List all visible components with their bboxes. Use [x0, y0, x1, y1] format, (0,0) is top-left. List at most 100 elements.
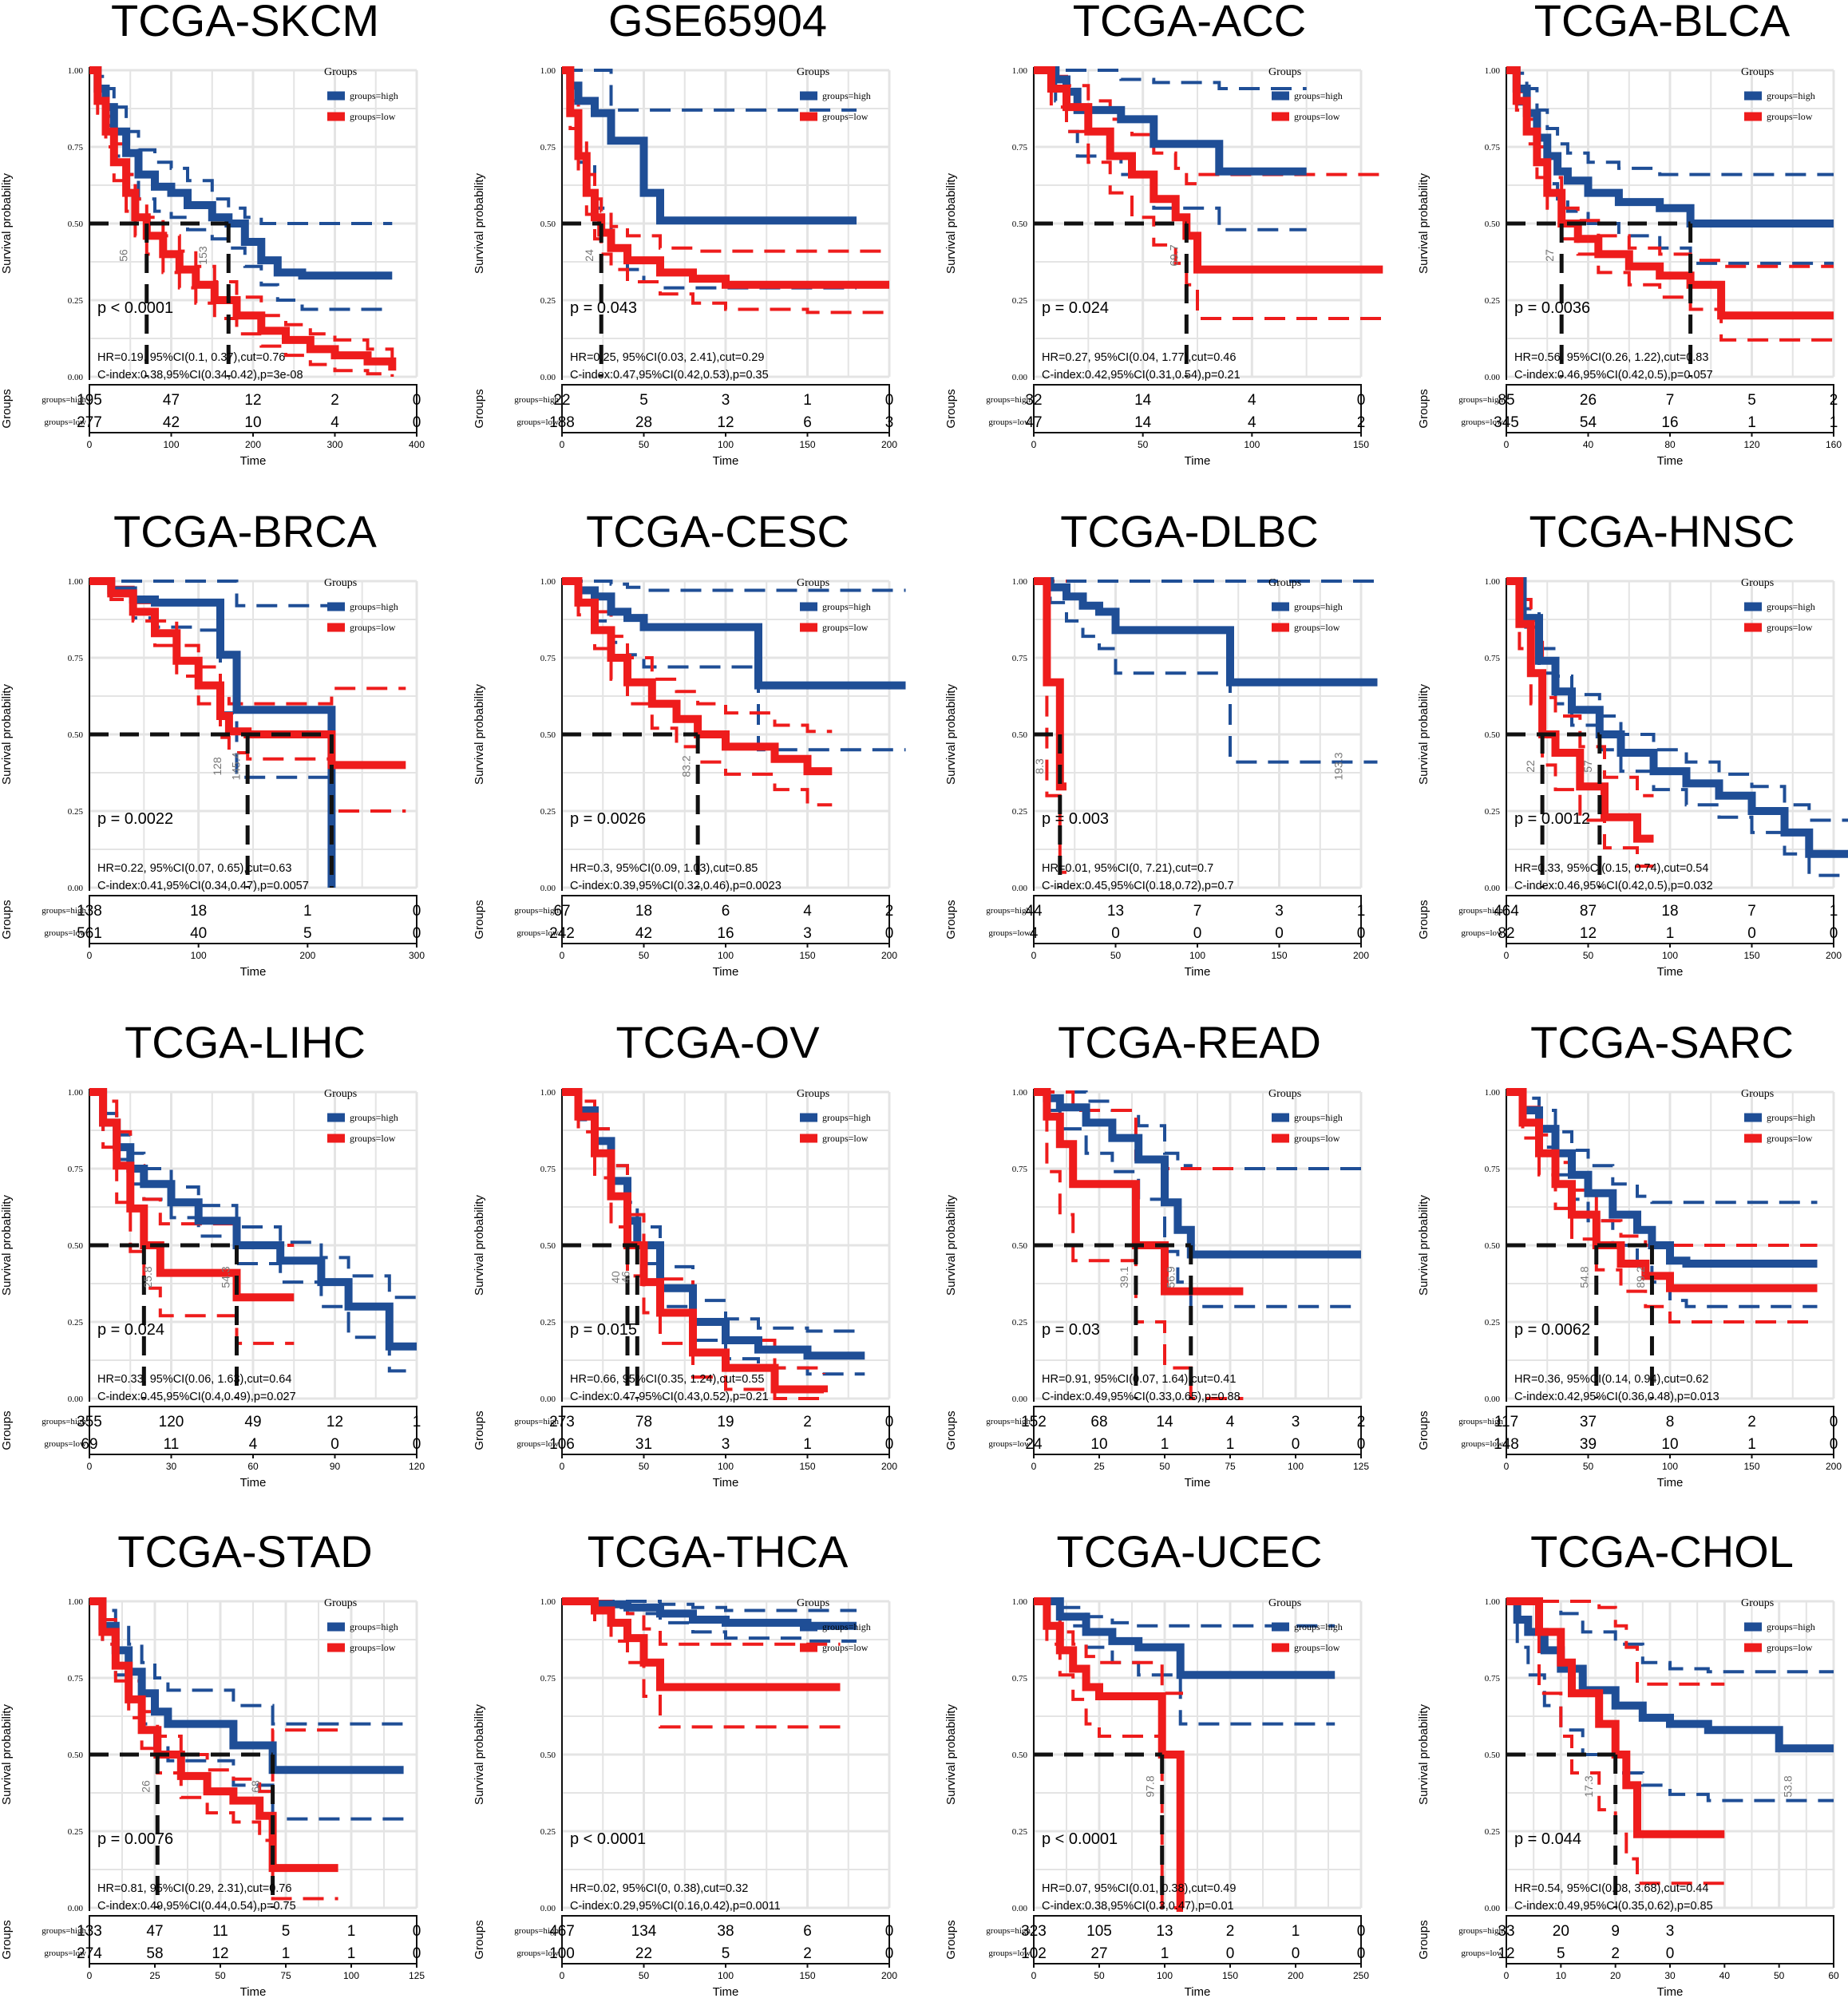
risk-count-low: 1: [1830, 414, 1838, 431]
y-tick-label: 0.25: [540, 1318, 556, 1327]
risk-count-low: 0: [885, 1945, 894, 1962]
risk-count-low: 12: [1580, 925, 1597, 942]
median-label: 46: [619, 1271, 631, 1284]
risk-count-high: 4: [1248, 392, 1256, 409]
x-tick-label: 100: [191, 950, 207, 961]
legend-label-high: groups=high: [1294, 90, 1343, 101]
y-tick-label: 0.00: [68, 373, 84, 382]
ci-lower-low: [562, 1600, 841, 1729]
risk-count-low: 22: [635, 1945, 652, 1962]
risk-count-low: 0: [413, 925, 421, 942]
risk-table-box: [1506, 1915, 1834, 1964]
risk-row-label-high: groups=high: [514, 395, 559, 405]
p-value: p < 0.0001: [97, 299, 173, 317]
x-axis-label: Time: [713, 965, 739, 979]
x-tick-label: 80: [1664, 439, 1676, 450]
y-tick-label: 0.00: [1012, 1904, 1028, 1913]
risk-row-label-high: groups=high: [986, 1926, 1031, 1936]
p-value: p = 0.0012: [1514, 810, 1590, 828]
median-label: 83.2: [680, 755, 693, 777]
y-axis-label: Survival probability: [944, 1704, 958, 1805]
risk-count-low: 12: [1498, 1945, 1514, 1962]
legend-title: Groups: [797, 66, 829, 78]
risk-table-y-label: Groups: [1417, 900, 1431, 939]
hr-annotation: HR=0.02, 95%CI(0, 0.38),cut=0.32: [570, 1882, 748, 1895]
x-tick-label: 50: [1138, 439, 1149, 450]
panel-title: TCGA-BLCA: [1534, 0, 1791, 46]
median-label: 39.1: [1118, 1266, 1130, 1288]
legend-title: Groups: [1741, 1597, 1774, 1609]
risk-count-low: 1: [1226, 1436, 1235, 1453]
survival-curve-low: [562, 577, 833, 776]
risk-count-low: 1: [803, 1436, 812, 1453]
y-tick-label: 1.00: [1485, 1597, 1501, 1607]
x-tick-label: 25: [1094, 1461, 1105, 1472]
y-tick-label: 0.25: [1012, 1318, 1028, 1327]
risk-count-low: 0: [1830, 1436, 1838, 1453]
risk-count-low: 2: [1357, 414, 1366, 431]
x-tick-label: 0: [1504, 1970, 1510, 1981]
legend-label-high: groups=high: [822, 601, 871, 612]
x-tick-label: 0: [1031, 439, 1037, 450]
risk-count-high: 68: [1090, 1414, 1107, 1430]
ci-lower-low: [1034, 69, 1383, 320]
survival-curve-high: [89, 1597, 404, 1775]
median-label: 68: [249, 1780, 262, 1793]
ci-upper-low: [89, 1600, 338, 1794]
risk-count-high: 13: [1107, 903, 1124, 920]
y-tick-label: 0.75: [1485, 1165, 1501, 1174]
hr-annotation: HR=0.01, 95%CI(0, 7.21),cut=0.7: [1042, 862, 1213, 875]
cindex-annotation: C-index:0.42,95%CI(0.31,0.54),p=0.21: [1042, 369, 1241, 382]
y-tick-label: 0.00: [1012, 373, 1028, 382]
x-tick-label: 100: [1662, 1461, 1678, 1472]
x-tick-label: 0: [87, 950, 93, 961]
risk-count-high: 0: [1357, 392, 1366, 409]
x-tick-label: 90: [330, 1461, 341, 1472]
risk-row-label-low: groups=low: [516, 1949, 559, 1958]
legend-label-high: groups=high: [1767, 601, 1815, 612]
legend-label-low: groups=low: [1767, 622, 1813, 633]
risk-count-low: 188: [549, 414, 575, 431]
y-tick-label: 0.50: [540, 730, 556, 740]
x-axis-label: Time: [240, 454, 267, 468]
cindex-annotation: C-index:0.45,95%CI(0.18,0.72),p=0.7: [1042, 880, 1234, 892]
risk-table-box: [1033, 1915, 1362, 1964]
x-tick-label: 50: [639, 1461, 650, 1472]
x-tick-label: 200: [1826, 1461, 1842, 1472]
risk-table-y-label: Groups: [473, 900, 486, 939]
risk-row-label-low: groups=low: [516, 1439, 559, 1449]
survival-curve-low: [89, 66, 397, 371]
risk-count-low: 0: [1666, 1945, 1675, 1962]
y-tick-label: 0.75: [68, 1674, 84, 1684]
x-tick-label: 100: [163, 439, 179, 450]
risk-count-high: 0: [413, 1923, 421, 1940]
risk-row-label-low: groups=low: [1461, 417, 1503, 427]
risk-count-high: 12: [326, 1414, 343, 1430]
panel-title: TCGA-CESC: [586, 506, 849, 556]
risk-count-low: 2: [1611, 1945, 1620, 1962]
risk-table-box: [1506, 1406, 1834, 1455]
legend-title: Groups: [1741, 1088, 1774, 1100]
y-tick-label: 1.00: [1012, 577, 1028, 587]
risk-row-label-low: groups=low: [1461, 1949, 1503, 1958]
x-tick-label: 150: [799, 439, 815, 450]
x-tick-label: 50: [639, 439, 650, 450]
p-value: p = 0.0036: [1514, 299, 1590, 317]
y-tick-label: 0.75: [540, 143, 556, 152]
risk-row-label-low: groups=low: [516, 417, 559, 427]
panel-title: TCGA-SKCM: [111, 0, 379, 46]
y-tick-label: 1.00: [1012, 1088, 1028, 1098]
km-panel-tcga-hnsc: TCGA-HNSC 0.00 0.25 0.50 0.75 1.00 Survival pr…: [1417, 506, 1848, 979]
x-axis-label: Time: [1185, 454, 1211, 468]
risk-row-label-high: groups=high: [1458, 906, 1503, 916]
ci-lower-high: [89, 1090, 417, 1373]
x-tick-label: 120: [1743, 439, 1759, 450]
km-panel-tcga-lihc: TCGA-LIHC 0.00 0.25 0.50 0.75 1.00 Survival pr…: [0, 1017, 425, 1490]
risk-row-label-low: groups=low: [44, 928, 86, 938]
risk-table-box: [1033, 1406, 1362, 1455]
ci-upper-high: [89, 580, 332, 607]
risk-count-high: 2: [1226, 1923, 1235, 1940]
median-label: 56: [117, 249, 129, 262]
risk-count-low: 42: [163, 414, 180, 431]
risk-table-y-label: Groups: [473, 1920, 486, 1959]
